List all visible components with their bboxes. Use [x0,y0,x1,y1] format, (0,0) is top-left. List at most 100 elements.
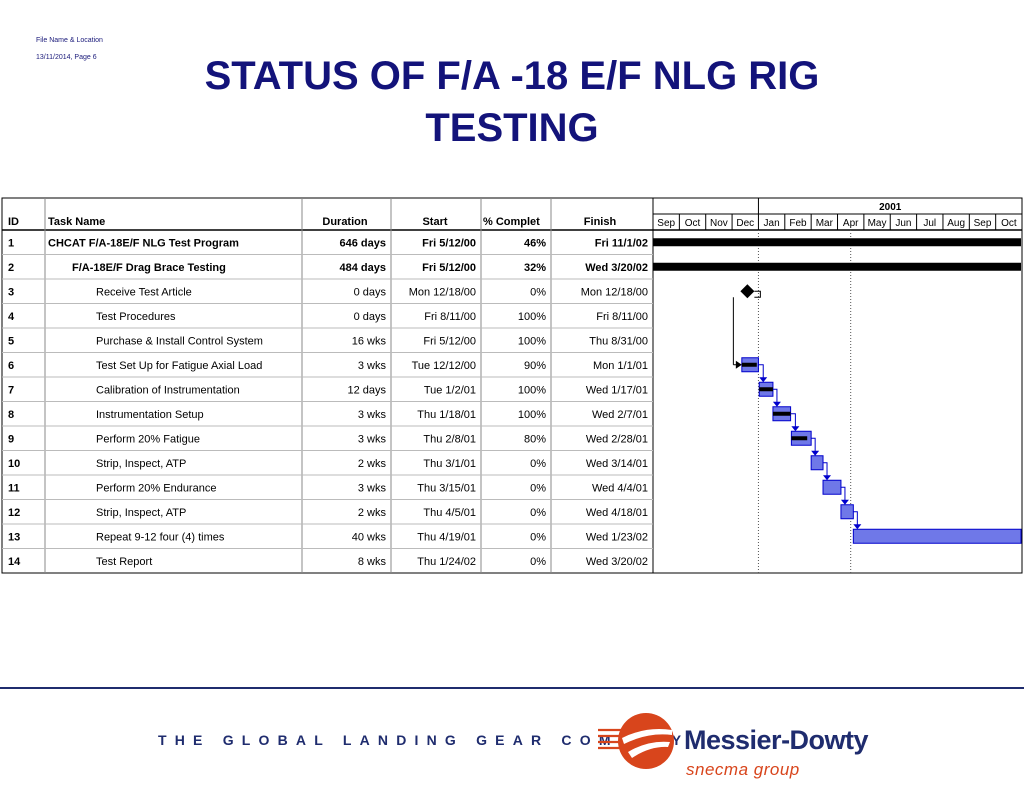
dependency-line [853,511,858,527]
month-label: Sep [974,218,992,229]
task-start: Fri 5/12/00 [422,262,476,274]
task-duration: 3 wks [358,409,387,421]
footer-tagline: THE GLOBAL LANDING GEAR COMPANY [158,732,690,748]
month-label: Feb [789,218,807,229]
task-id: 3 [8,286,14,298]
task-id: 4 [8,311,15,323]
task-name: Test Report [96,556,152,568]
task-start: Fri 5/12/00 [422,237,476,249]
column-header-finish: Finish [584,216,617,228]
task-duration: 16 wks [352,335,387,347]
task-complete: 80% [524,433,546,445]
task-name: F/A-18E/F Drag Brace Testing [72,262,226,274]
task-id: 7 [8,384,14,396]
task-duration: 40 wks [352,531,387,543]
task-duration: 3 wks [358,360,387,372]
month-label: Oct [685,218,701,229]
task-finish: Wed 1/17/01 [586,384,648,396]
brand-subtitle: snecma group [686,760,800,779]
task-progress-bar [759,387,773,392]
dependency-arrow [840,499,849,505]
task-start: Fri 8/11/00 [424,311,476,323]
dependency-line [823,462,828,478]
task-finish: Mon 1/1/01 [593,360,648,372]
task-finish: Wed 3/14/01 [586,458,648,470]
month-label: Jun [895,218,911,229]
task-start: Thu 4/5/01 [423,507,476,519]
task-complete: 100% [518,409,546,421]
task-name: Purchase & Install Control System [96,335,263,347]
task-duration: 2 wks [358,458,387,470]
task-finish: Wed 1/23/02 [586,531,648,543]
task-finish: Wed 4/4/01 [592,482,648,494]
task-start: Thu 1/18/01 [417,409,476,421]
column-header-start: Start [422,216,447,228]
task-id: 11 [8,482,20,494]
task-complete: 46% [524,237,546,249]
task-complete: 90% [524,360,546,372]
task-start: Thu 3/1/01 [423,458,476,470]
task-finish: Wed 3/20/02 [585,262,648,274]
gantt-frame [1,197,1023,574]
dependency-line [811,437,816,453]
task-name: Strip, Inspect, ATP [96,507,186,519]
dependency-arrow [735,360,742,369]
month-label: Jan [764,218,780,229]
task-finish: Fri 8/11/00 [596,311,648,323]
column-header-task-name: Task Name [48,216,105,228]
summary-bar [653,238,1021,247]
task-name: Test Set Up for Fatigue Axial Load [96,360,262,372]
task-duration: 0 days [354,286,387,298]
file-name-label: File Name & Location [36,37,103,44]
month-label: Mar [816,218,834,229]
month-label: Jul [923,218,936,229]
task-bar [852,528,1022,544]
task-finish: Wed 3/20/02 [586,556,648,568]
task-id: 2 [8,262,14,274]
task-duration: 3 wks [358,482,387,494]
task-duration: 3 wks [358,433,387,445]
task-complete: 0% [530,286,546,298]
task-duration: 484 days [340,262,386,274]
milestone-diamond [740,284,755,299]
task-name: Strip, Inspect, ATP [96,458,186,470]
task-finish: Wed 2/7/01 [592,409,648,421]
dependency-arrow [772,401,781,407]
task-finish: Wed 4/18/01 [586,507,648,519]
month-label: Sep [657,218,675,229]
task-duration: 0 days [354,311,387,323]
task-finish: Thu 8/31/00 [589,335,648,347]
task-bar [810,455,824,471]
task-finish: Mon 12/18/00 [581,286,648,298]
dependency-arrow [853,524,862,530]
task-id: 1 [8,237,14,249]
slide-title: STATUS OF F/A -18 E/F NLG RIG TESTING [0,50,1024,154]
task-id: 12 [8,507,20,519]
task-complete: 0% [530,482,546,494]
dependency-arrow [791,426,800,432]
task-id: 13 [8,531,20,543]
task-name: Perform 20% Endurance [96,482,216,494]
task-start: Thu 1/24/02 [417,556,476,568]
task-name: CHCAT F/A-18E/F NLG Test Program [48,237,239,249]
task-finish: Wed 2/28/01 [586,433,648,445]
summary-bar [653,262,1021,271]
slide-title-line-1: STATUS OF F/A -18 E/F NLG RIG [204,54,820,98]
task-progress-bar [741,362,757,367]
task-id: 14 [8,556,21,568]
dependency-arrow [759,377,768,383]
task-complete: 0% [530,531,546,543]
messier-dowty-logo-icon [598,713,674,769]
dependency-line [790,413,796,429]
task-id: 6 [8,360,14,372]
column-header-complete: % Complet [483,216,540,228]
task-finish: Fri 11/1/02 [595,237,648,249]
task-duration: 12 days [347,384,386,396]
task-id: 8 [8,409,14,421]
task-start: Thu 4/19/01 [417,531,476,543]
task-name: Instrumentation Setup [96,409,204,421]
task-start: Thu 2/8/01 [423,433,476,445]
month-label: Apr [843,218,859,229]
milestone-connector [754,290,761,298]
task-complete: 0% [530,507,546,519]
